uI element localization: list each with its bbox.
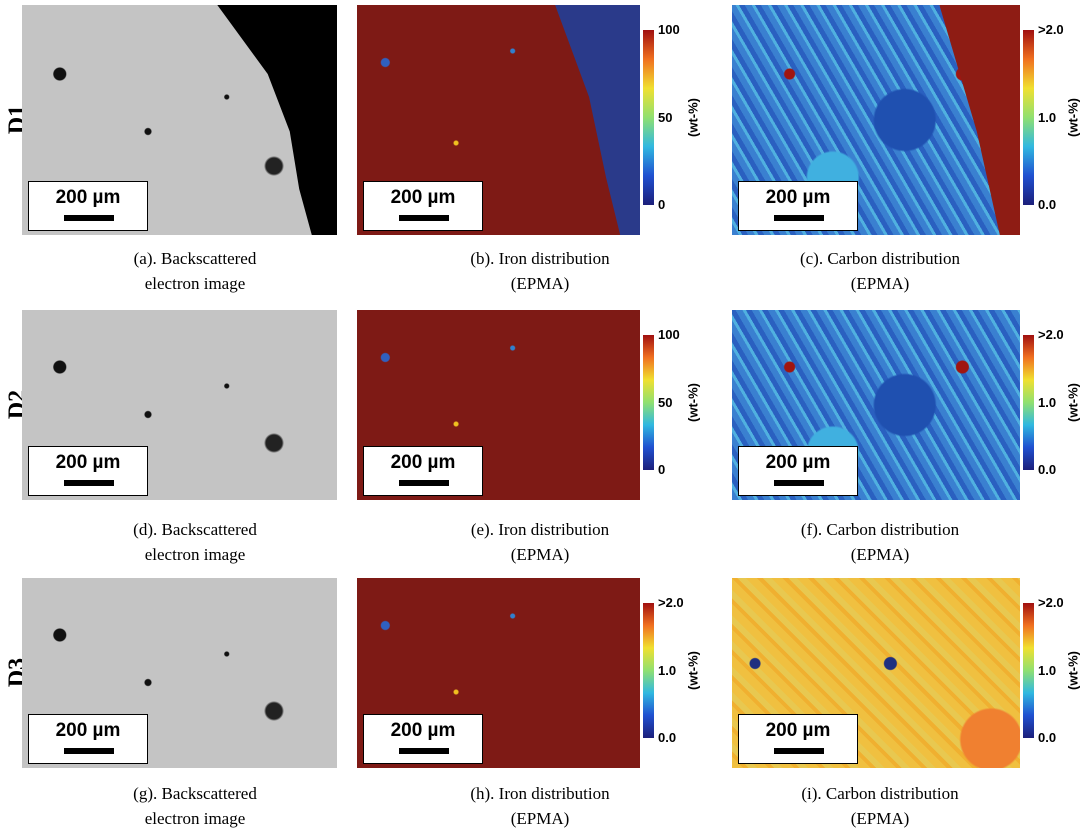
caption: (i). Carbon distribution	[730, 781, 1030, 806]
colorbar-tick: >2.0	[1038, 22, 1064, 37]
colorbar-tick: 1.0	[1038, 110, 1056, 125]
scale-bar-box: 200 µm	[363, 181, 483, 231]
scale-bar-box: 200 µm	[28, 181, 148, 231]
scale-bar-box: 200 µm	[363, 446, 483, 496]
colorbar-tick: 0.0	[658, 730, 676, 745]
micrograph: 200 µm	[732, 5, 1020, 235]
caption: electron image	[45, 542, 345, 567]
micrograph: 200 µm	[357, 310, 640, 500]
caption: (f). Carbon distribution	[730, 517, 1030, 542]
colorbar-tick: 0.0	[1038, 197, 1056, 212]
scale-bar	[64, 215, 114, 221]
micrograph: 200 µm	[22, 310, 337, 500]
scale-bar	[774, 215, 824, 221]
micrograph: 200 µm	[732, 310, 1020, 500]
scale-bar-label: 200 µm	[739, 720, 857, 742]
colorbar	[643, 603, 654, 738]
caption: (d). Backscattered	[45, 517, 345, 542]
colorbar	[643, 335, 654, 470]
scale-bar-label: 200 µm	[364, 452, 482, 474]
scale-bar	[64, 480, 114, 486]
caption: (h). Iron distribution	[390, 781, 690, 806]
scale-bar	[399, 215, 449, 221]
caption: (a). Backscattered	[45, 246, 345, 271]
caption: (EPMA)	[730, 542, 1030, 567]
colorbar-tick: 0	[658, 197, 665, 212]
caption: (EPMA)	[390, 271, 690, 296]
caption: (g). Backscattered	[45, 781, 345, 806]
colorbar-tick: 1.0	[1038, 395, 1056, 410]
colorbar-tick: 50	[658, 395, 672, 410]
colorbar-tick: >2.0	[1038, 327, 1064, 342]
colorbar-unit: (wt-%)	[1066, 372, 1081, 432]
micrograph: 200 µm	[22, 5, 337, 235]
caption: electron image	[45, 271, 345, 296]
caption: (EPMA)	[730, 806, 1030, 830]
scale-bar-label: 200 µm	[364, 187, 482, 209]
colorbar-tick: >2.0	[1038, 595, 1064, 610]
colorbar-tick: 1.0	[1038, 663, 1056, 678]
scale-bar	[774, 748, 824, 754]
caption: (b). Iron distribution	[390, 246, 690, 271]
colorbar-tick: 100	[658, 327, 680, 342]
colorbar-tick: 0.0	[1038, 462, 1056, 477]
colorbar-tick: >2.0	[658, 595, 684, 610]
scale-bar-box: 200 µm	[738, 181, 858, 231]
scale-bar-label: 200 µm	[739, 452, 857, 474]
scale-bar-box: 200 µm	[738, 714, 858, 764]
colorbar-unit: (wt-%)	[1066, 87, 1081, 147]
caption: (EPMA)	[730, 271, 1030, 296]
scale-bar	[399, 480, 449, 486]
scale-bar-label: 200 µm	[364, 720, 482, 742]
scale-bar-label: 200 µm	[29, 720, 147, 742]
scale-bar-box: 200 µm	[363, 714, 483, 764]
scale-bar	[774, 480, 824, 486]
scale-bar-label: 200 µm	[739, 187, 857, 209]
colorbar-tick: 0	[658, 462, 665, 477]
scale-bar-box: 200 µm	[28, 446, 148, 496]
colorbar	[1023, 335, 1034, 470]
scale-bar-box: 200 µm	[738, 446, 858, 496]
figure: D1200 µm(a). Backscatteredelectron image…	[0, 0, 1088, 830]
colorbar-unit: (wt-%)	[686, 87, 701, 147]
colorbar-unit: (wt-%)	[686, 372, 701, 432]
colorbar-unit: (wt-%)	[686, 640, 701, 700]
caption: (e). Iron distribution	[390, 517, 690, 542]
scale-bar-label: 200 µm	[29, 187, 147, 209]
micrograph: 200 µm	[357, 578, 640, 768]
colorbar-tick: 100	[658, 22, 680, 37]
colorbar-tick: 50	[658, 110, 672, 125]
caption: electron image	[45, 806, 345, 830]
micrograph: 200 µm	[732, 578, 1020, 768]
scale-bar-label: 200 µm	[29, 452, 147, 474]
scale-bar	[64, 748, 114, 754]
scale-bar	[399, 748, 449, 754]
colorbar-tick: 0.0	[1038, 730, 1056, 745]
caption: (c). Carbon distribution	[730, 246, 1030, 271]
caption: (EPMA)	[390, 542, 690, 567]
colorbar	[1023, 603, 1034, 738]
colorbar	[1023, 30, 1034, 205]
colorbar-tick: 1.0	[658, 663, 676, 678]
caption: (EPMA)	[390, 806, 690, 830]
colorbar	[643, 30, 654, 205]
micrograph: 200 µm	[22, 578, 337, 768]
micrograph: 200 µm	[357, 5, 640, 235]
colorbar-unit: (wt-%)	[1066, 640, 1081, 700]
scale-bar-box: 200 µm	[28, 714, 148, 764]
